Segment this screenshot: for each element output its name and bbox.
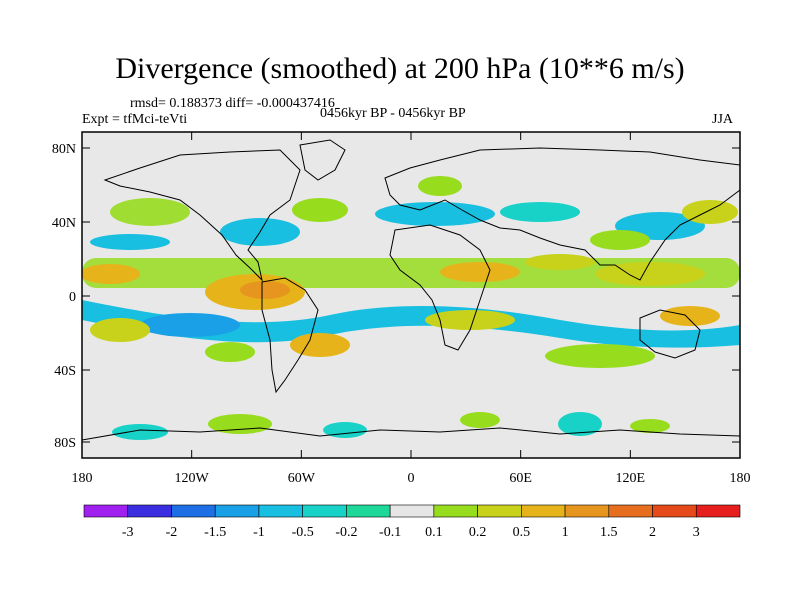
- colorbar-swatch: [346, 504, 391, 518]
- colorbar-label: 0.1: [425, 525, 443, 540]
- colorbar-swatch: [389, 504, 435, 518]
- stats-text: rmsd= 0.188373 diff= -0.000437416: [130, 96, 335, 111]
- longitude-axis: 180 120W 60W 0 60E 120E 180: [72, 132, 751, 486]
- colorbar-swatch: [652, 504, 697, 518]
- lon-tick-label: 180: [72, 471, 93, 486]
- colorbar-swatch: [521, 504, 566, 518]
- lon-tick-label: 60W: [288, 471, 316, 486]
- map-title: Divergence (smoothed) at 200 hPa (10**6 …: [115, 52, 685, 85]
- colorbar-label: -0.2: [335, 525, 357, 540]
- lon-tick-label: 120E: [616, 471, 646, 486]
- colorbar-label: 0.5: [513, 525, 531, 540]
- lon-tick-label: 120W: [175, 471, 210, 486]
- colorbar-swatch: [83, 504, 129, 518]
- lat-tick-label: 80S: [54, 436, 76, 451]
- lon-tick-label: 0: [408, 471, 415, 486]
- colorbar-label: 2: [649, 525, 656, 540]
- period-label: 0456kyr BP - 0456kyr BP: [320, 106, 466, 121]
- colorbar-label: 0.2: [469, 525, 487, 540]
- lon-tick-label: 180: [730, 471, 751, 486]
- colorbar-label: -0.5: [292, 525, 314, 540]
- divergence-field: [82, 176, 740, 440]
- colorbar-label: 3: [693, 525, 700, 540]
- coastlines: [82, 139, 740, 441]
- colorbar-swatch: [608, 504, 653, 518]
- lon-tick-label: 60E: [509, 471, 532, 486]
- map-plot-area: [82, 132, 740, 458]
- colorbar-swatch: [258, 504, 303, 518]
- colorbar-label: -3: [122, 525, 134, 540]
- colorbar-label: 1.5: [600, 525, 618, 540]
- lat-tick-label: 80N: [52, 142, 76, 157]
- colorbar-label: 1: [562, 525, 569, 540]
- season-label: JJA: [712, 112, 734, 127]
- latitude-axis: 80N 40N 0 40S 80S: [52, 142, 740, 451]
- lat-tick-label: 40N: [52, 216, 76, 231]
- colorbar-label: -1.5: [204, 525, 226, 540]
- colorbar-swatch: [564, 504, 610, 518]
- colorbar-label: -2: [166, 525, 178, 540]
- colorbar-swatch: [695, 504, 741, 518]
- colorbar-swatch: [127, 504, 172, 518]
- colorbar: -3 -2 -1.5 -1 -0.5 -0.2 -0.1 0.1 0.2 0.5 1 1.5 2 3: [83, 504, 741, 540]
- colorbar-label: -1: [253, 525, 265, 540]
- colorbar-label: -0.1: [379, 525, 401, 540]
- colorbar-swatch: [433, 504, 478, 518]
- lat-tick-label: 40S: [54, 364, 76, 379]
- colorbar-swatch: [214, 504, 260, 518]
- experiment-label: Expt = tfMci-teVti: [82, 112, 188, 127]
- colorbar-swatch: [477, 504, 522, 518]
- lat-tick-label: 0: [69, 290, 76, 305]
- colorbar-swatch: [302, 504, 347, 518]
- colorbar-swatch: [171, 504, 216, 518]
